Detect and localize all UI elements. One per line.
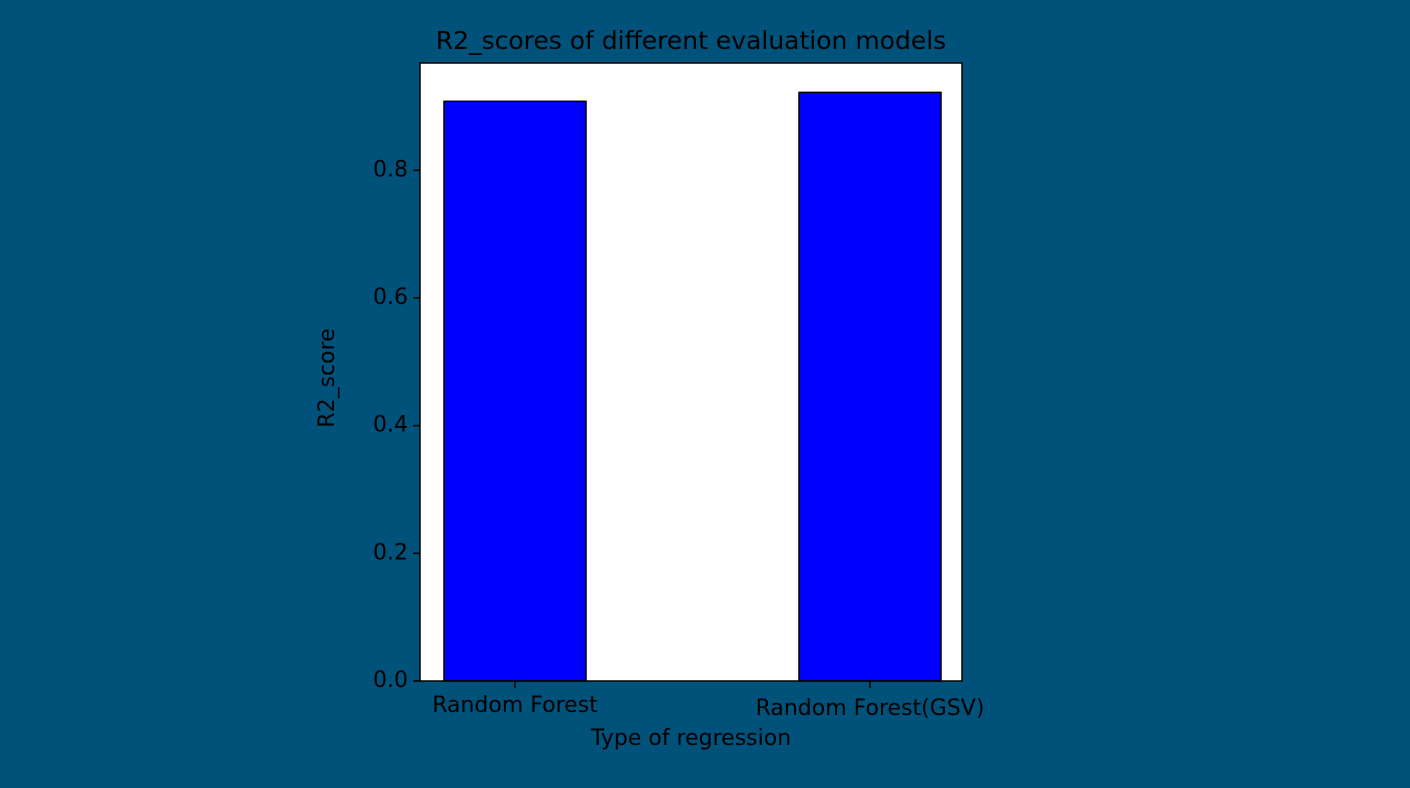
y-tick-label: 0.6	[373, 285, 408, 310]
x-tick-label: Random Forest(GSV)	[756, 696, 985, 721]
chart-title: R2_scores of different evaluation models	[436, 26, 946, 55]
y-tick-label: 0.0	[373, 668, 408, 693]
x-tick-label: Random Forest	[432, 693, 598, 718]
y-tick-label: 0.8	[373, 157, 408, 182]
bar	[798, 91, 942, 682]
bar	[443, 100, 587, 682]
plot-frame	[419, 62, 963, 682]
y-tick-label: 0.2	[373, 540, 408, 565]
y-tick-label: 0.4	[373, 413, 408, 438]
x-axis-label: Type of regression	[590, 726, 791, 751]
y-axis-label: R2_score	[315, 328, 340, 427]
